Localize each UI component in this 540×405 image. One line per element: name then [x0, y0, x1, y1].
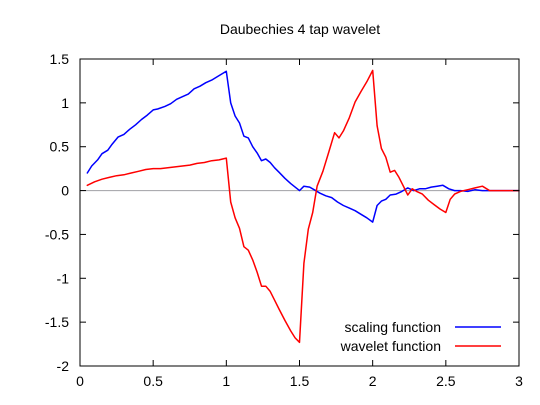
- legend: scaling function wavelet function: [340, 319, 501, 354]
- axis-frame: [79, 58, 520, 367]
- y-axis: -2 -1.5 -1 -0.5 0 0.5 1 1.5: [45, 51, 519, 374]
- chart-title: Daubechies 4 tap wavelet: [220, 21, 380, 37]
- y-tick-label: -2: [57, 358, 70, 374]
- legend-label-scaling-function: scaling function: [344, 319, 441, 335]
- series-group: [86, 69, 520, 344]
- y-tick-label: 1.5: [50, 51, 70, 67]
- y-tick-label: -1.5: [45, 314, 69, 330]
- series-line-wavelet-function: [86, 69, 520, 344]
- x-tick-label: 1: [222, 373, 230, 389]
- series-line-scaling-function: [86, 70, 520, 223]
- x-tick-label: 1.5: [290, 373, 310, 389]
- x-tick-label: 2.5: [436, 373, 456, 389]
- x-tick-label: 3: [515, 373, 523, 389]
- x-tick-label: 0: [76, 373, 84, 389]
- y-tick-label: 0: [61, 183, 69, 199]
- y-tick-label: -1: [57, 270, 70, 286]
- x-axis: 0 0.5 1 1.5 2 2.5 3: [76, 59, 523, 389]
- plot-area: 0 0.5 1 1.5 2 2.5 3 -2 -1.5 -1 -0.5 0 0.5 1 1.5: [45, 51, 523, 389]
- y-tick-label: 0.5: [50, 139, 70, 155]
- y-tick-label: 1: [61, 95, 69, 111]
- x-tick-label: 2: [369, 373, 377, 389]
- legend-label-wavelet-function: wavelet function: [340, 338, 441, 354]
- y-tick-label: -0.5: [45, 226, 69, 242]
- x-tick-label: 0.5: [143, 373, 163, 389]
